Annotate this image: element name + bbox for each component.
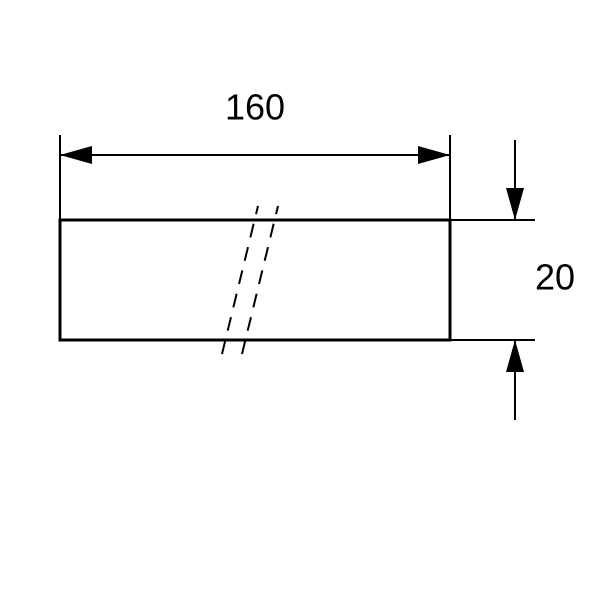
- width-arrow-right: [418, 146, 450, 164]
- height-arrow-bottom: [506, 340, 524, 372]
- break-line-1: [222, 206, 258, 354]
- height-arrow-top: [506, 188, 524, 220]
- width-arrow-left: [60, 146, 92, 164]
- height-dim-label: 20: [535, 257, 575, 298]
- break-line-2: [242, 206, 278, 354]
- width-dim-label: 160: [225, 87, 285, 128]
- part-outline: [60, 220, 450, 340]
